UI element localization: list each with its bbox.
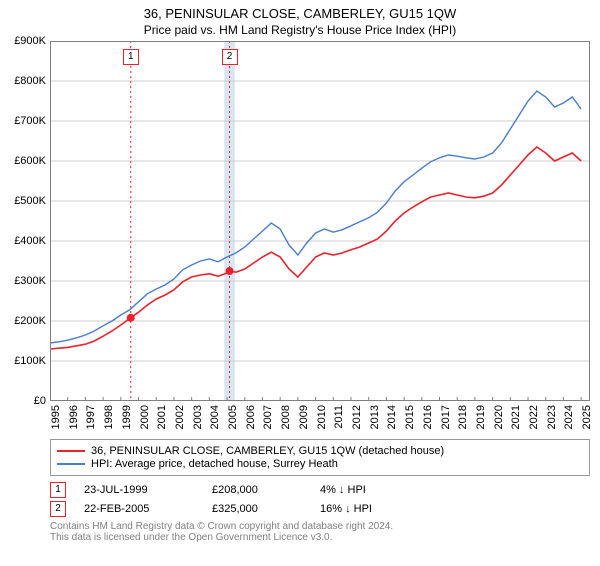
x-tick-label: 2018 xyxy=(457,405,469,429)
sale-marker-label: 2 xyxy=(222,49,238,65)
y-tick-label: £800K xyxy=(14,75,46,87)
x-tick-label: 1999 xyxy=(121,405,133,429)
x-tick-label: 2006 xyxy=(245,405,257,429)
sales-table: 1 23-JUL-1999 £208,000 4% ↓ HPI 2 22-FEB-2005… xyxy=(50,482,590,517)
y-tick-label: £200K xyxy=(14,315,46,327)
x-tick-label: 2003 xyxy=(192,405,204,429)
legend: 36, PENINSULAR CLOSE, CAMBERLEY, GU15 1Q… xyxy=(50,439,590,476)
x-tick-label: 2001 xyxy=(156,405,168,429)
sale-hpi-diff: 4% ↓ HPI xyxy=(320,484,430,496)
x-tick-label: 1995 xyxy=(50,405,62,429)
x-tick-label: 2004 xyxy=(209,405,221,429)
y-tick-label: £300K xyxy=(14,275,46,287)
chart-svg xyxy=(50,41,590,401)
footer-line-1: Contains HM Land Registry data © Crown c… xyxy=(50,521,590,532)
sale-price: £325,000 xyxy=(212,503,302,515)
x-tick-label: 2020 xyxy=(493,405,505,429)
sale-row: 2 22-FEB-2005 £325,000 16% ↓ HPI xyxy=(50,501,590,517)
sale-row: 1 23-JUL-1999 £208,000 4% ↓ HPI xyxy=(50,482,590,498)
x-tick-label: 2007 xyxy=(262,405,274,429)
y-tick-label: £0 xyxy=(34,395,46,407)
footer-line-2: This data is licensed under the Open Gov… xyxy=(50,532,590,543)
x-tick-label: 2010 xyxy=(316,405,328,429)
legend-label: HPI: Average price, detached house, Surr… xyxy=(91,458,338,470)
y-tick-label: £700K xyxy=(14,115,46,127)
x-tick-label: 2016 xyxy=(422,405,434,429)
chart-title: 36, PENINSULAR CLOSE, CAMBERLEY, GU15 1Q… xyxy=(0,6,600,21)
x-tick-label: 2021 xyxy=(510,405,522,429)
legend-item: HPI: Average price, detached house, Surr… xyxy=(57,458,583,470)
sale-marker-box: 2 xyxy=(50,501,66,517)
x-tick-label: 2023 xyxy=(546,405,558,429)
x-tick-label: 1996 xyxy=(68,405,80,429)
y-tick-label: £500K xyxy=(14,195,46,207)
x-tick-label: 1997 xyxy=(85,405,97,429)
price-chart: £0£100K£200K£300K£400K£500K£600K£700K£80… xyxy=(50,41,590,401)
sale-date: 23-JUL-1999 xyxy=(84,484,194,496)
x-tick-label: 2012 xyxy=(351,405,363,429)
y-tick-label: £600K xyxy=(14,155,46,167)
sale-hpi-diff: 16% ↓ HPI xyxy=(320,503,430,515)
legend-item: 36, PENINSULAR CLOSE, CAMBERLEY, GU15 1Q… xyxy=(57,445,583,457)
x-tick-label: 2019 xyxy=(475,405,487,429)
y-tick-label: £400K xyxy=(14,235,46,247)
x-tick-label: 2002 xyxy=(174,405,186,429)
x-tick-label: 2014 xyxy=(386,405,398,429)
x-tick-label: 2015 xyxy=(404,405,416,429)
sale-date: 22-FEB-2005 xyxy=(84,503,194,515)
x-tick-label: 2022 xyxy=(528,405,540,429)
y-tick-label: £900K xyxy=(14,35,46,47)
x-tick-label: 2000 xyxy=(139,405,151,429)
x-tick-label: 2025 xyxy=(581,405,593,429)
x-tick-label: 1998 xyxy=(103,405,115,429)
x-tick-label: 2005 xyxy=(227,405,239,429)
y-tick-label: £100K xyxy=(14,355,46,367)
x-tick-label: 2024 xyxy=(563,405,575,429)
x-tick-label: 2009 xyxy=(298,405,310,429)
legend-swatch xyxy=(57,463,85,465)
sale-price: £208,000 xyxy=(212,484,302,496)
legend-swatch xyxy=(57,450,85,452)
legend-label: 36, PENINSULAR CLOSE, CAMBERLEY, GU15 1Q… xyxy=(91,445,444,457)
x-tick-label: 2011 xyxy=(333,405,345,429)
sale-marker-box: 1 xyxy=(50,482,66,498)
chart-subtitle: Price paid vs. HM Land Registry's House … xyxy=(0,23,600,37)
x-tick-label: 2013 xyxy=(369,405,381,429)
footer-attribution: Contains HM Land Registry data © Crown c… xyxy=(50,521,590,543)
x-tick-label: 2008 xyxy=(280,405,292,429)
sale-marker-label: 1 xyxy=(123,49,139,65)
x-tick-label: 2017 xyxy=(440,405,452,429)
